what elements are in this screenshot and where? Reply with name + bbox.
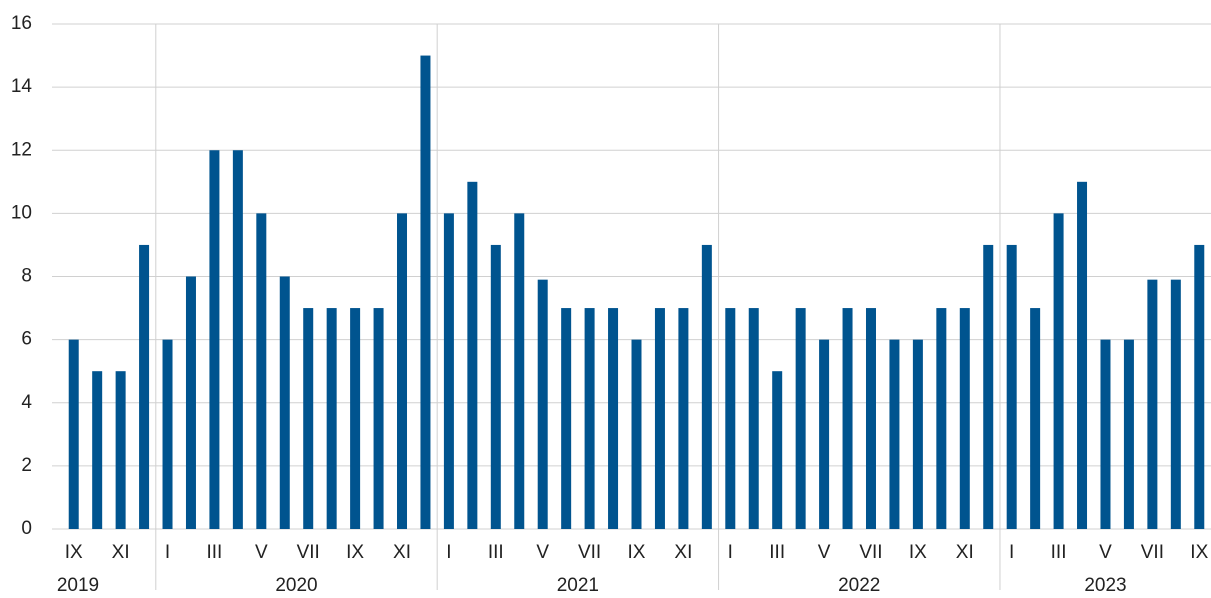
bar: [256, 213, 267, 529]
bar: [1100, 339, 1111, 529]
x-tick-label: VII: [1141, 542, 1164, 563]
bar: [1077, 181, 1088, 529]
bar: [514, 213, 525, 529]
bar: [1123, 339, 1134, 529]
bar: [983, 244, 994, 529]
x-group-label: 2019: [57, 575, 99, 596]
x-tick-label: VII: [578, 542, 601, 563]
x-tick-label: IX: [909, 542, 927, 563]
x-tick-label: I: [1009, 542, 1014, 563]
bar: [795, 308, 806, 529]
bar: [748, 308, 759, 529]
bar: [1006, 244, 1017, 529]
bar: [889, 339, 900, 529]
bar: [139, 244, 150, 529]
bar: [373, 308, 384, 529]
bar: [185, 276, 196, 529]
x-group-label: 2023: [1084, 575, 1126, 596]
x-tick-label: IX: [346, 542, 364, 563]
bar: [397, 213, 408, 529]
bar: [865, 308, 876, 529]
y-tick-label: 4: [21, 392, 32, 413]
bar: [467, 181, 478, 529]
x-tick-label: IX: [1190, 542, 1208, 563]
bar: [725, 308, 736, 529]
x-tick-label: III: [206, 542, 222, 563]
bar: [303, 308, 314, 529]
x-tick-label: V: [818, 542, 831, 563]
bar: [584, 308, 595, 529]
bar: [936, 308, 947, 529]
x-tick-label: V: [1099, 542, 1112, 563]
bar: [92, 371, 103, 529]
bar: [68, 339, 79, 529]
bar: [115, 371, 126, 529]
x-tick-label: XI: [112, 542, 130, 563]
x-tick-label: V: [536, 542, 549, 563]
bar: [1053, 213, 1064, 529]
bar: [490, 244, 501, 529]
y-tick-label: 10: [11, 202, 32, 223]
bar: [420, 55, 431, 529]
x-tick-label: III: [1051, 542, 1067, 563]
x-tick-label: IX: [628, 542, 646, 563]
y-tick-label: 0: [21, 518, 32, 539]
bar: [279, 276, 290, 529]
bar: [654, 308, 665, 529]
bar: [701, 244, 712, 529]
x-group-label: 2022: [838, 575, 880, 596]
bar: [842, 308, 853, 529]
bar: [631, 339, 642, 529]
bar: [561, 308, 572, 529]
bar: [443, 213, 454, 529]
x-tick-label: I: [728, 542, 733, 563]
bar: [232, 150, 243, 529]
bar: [819, 339, 830, 529]
x-group-label: 2020: [275, 575, 317, 596]
x-tick-label: IX: [65, 542, 83, 563]
y-tick-label: 6: [21, 329, 32, 350]
bar: [1147, 279, 1158, 529]
bar: [1194, 244, 1205, 529]
y-tick-label: 8: [21, 266, 32, 287]
x-tick-label: I: [446, 542, 451, 563]
y-tick-label: 14: [11, 76, 33, 97]
x-tick-label: XI: [393, 542, 411, 563]
bar: [537, 279, 548, 529]
x-tick-label: VII: [297, 542, 320, 563]
x-group-label: 2021: [557, 575, 599, 596]
bar: [326, 308, 337, 529]
y-tick-label: 2: [21, 455, 32, 476]
x-tick-label: XI: [674, 542, 692, 563]
bar: [1170, 279, 1181, 529]
y-tick-label: 16: [11, 13, 32, 34]
bar: [959, 308, 970, 529]
bar: [350, 308, 361, 529]
x-tick-label: I: [165, 542, 170, 563]
bar: [1030, 308, 1041, 529]
bar: [678, 308, 689, 529]
bar: [162, 339, 173, 529]
bar: [912, 339, 923, 529]
bar: [772, 371, 783, 529]
x-tick-label: III: [769, 542, 785, 563]
x-tick-label: V: [255, 542, 268, 563]
x-tick-label: III: [488, 542, 504, 563]
x-tick-label: XI: [956, 542, 974, 563]
bar: [608, 308, 619, 529]
x-tick-label: VII: [859, 542, 882, 563]
bar: [209, 150, 220, 529]
y-tick-label: 12: [11, 139, 32, 160]
